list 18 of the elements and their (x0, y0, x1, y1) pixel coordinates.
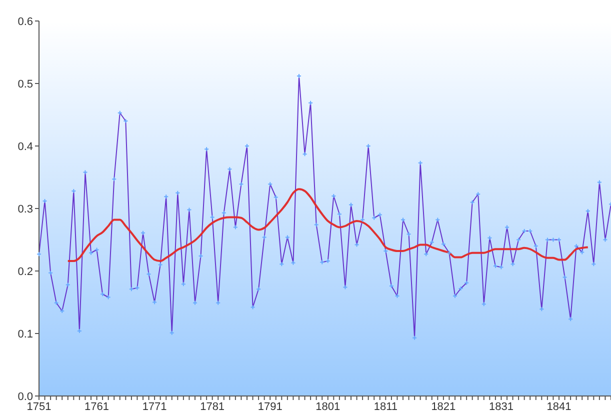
y-tick-label: 0.5 (18, 78, 33, 90)
x-tick-label: 1841 (546, 400, 572, 413)
y-tick-label: 0.1 (18, 328, 33, 340)
x-tick-label: 1751 (26, 400, 52, 413)
line-series (66, 188, 589, 262)
x-tick-label: 1821 (431, 400, 456, 413)
x-tick-label: 1811 (374, 400, 398, 413)
x-tick-label: 1771 (142, 400, 167, 413)
y-tick-label: 0.2 (18, 266, 33, 278)
y-tick-label: 0.3 (18, 203, 33, 216)
x-tick-label: 1761 (84, 400, 110, 413)
x-tick-label: 1801 (316, 400, 340, 413)
x-tick-label: 1781 (200, 400, 225, 413)
y-tick-label: 0.4 (18, 140, 33, 153)
y-tick-label: 0.0 (18, 390, 33, 403)
x-tick-label: 1791 (258, 400, 282, 413)
y-tick-label: 0.6 (18, 16, 33, 28)
x-tick-label: 1831 (488, 400, 514, 413)
